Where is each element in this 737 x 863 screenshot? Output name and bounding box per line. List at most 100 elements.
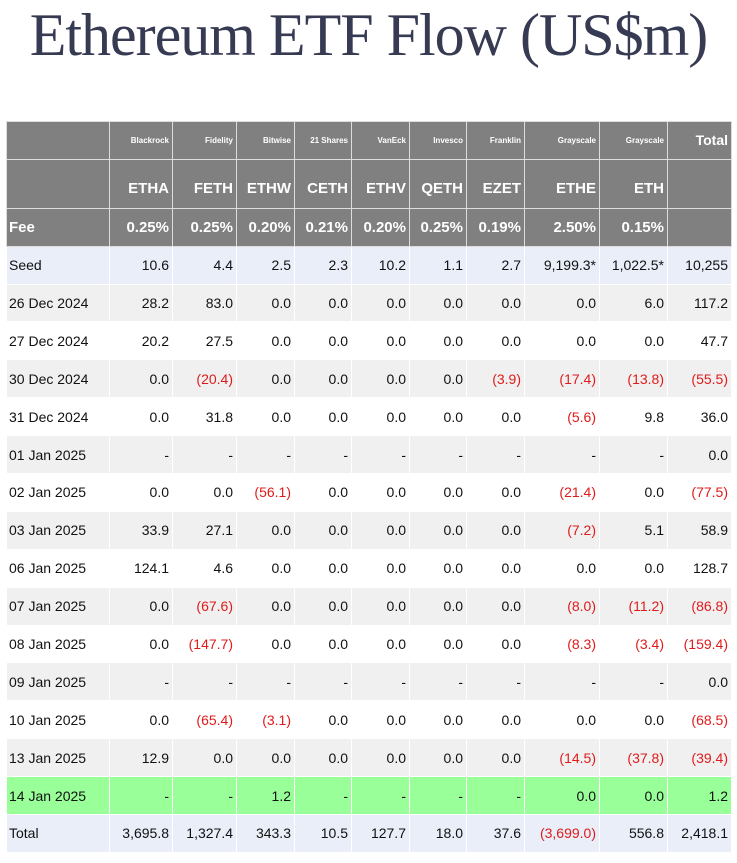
row-label: 10 Jan 2025 [6,700,110,740]
flow-cell: - [172,435,237,475]
flow-cell: - [294,435,352,475]
issuer-name: Grayscale [524,121,600,160]
flow-cell: 0.0 [599,321,668,361]
issuer-name: Franklin [466,121,525,160]
flow-cell: 33.9 [109,510,173,550]
flow-cell: 0.0 [236,738,295,778]
flow-cell: 556.8 [599,814,668,853]
flow-cell: 0.0 [599,473,668,512]
flow-cell: 0.0 [236,548,295,588]
row-label: 13 Jan 2025 [6,738,110,778]
flow-cell: (3.9) [466,359,525,399]
table-row: 27 Dec 2024 20.2 27.5 0.0 0.0 0.0 0.0 0.0 0.0 0.0… [6,321,732,361]
flow-cell: 27.1 [172,510,237,550]
flow-cell: (56.1) [236,473,295,512]
row-total: (159.4) [667,624,732,664]
table-row: 01 Jan 2025- - - - - - - - -0.0 [6,435,732,475]
flow-cell: (13.8) [599,359,668,399]
flow-cell: 0.0 [294,586,352,626]
flow-cell: (3.4) [599,624,668,664]
flow-cell: - [351,662,410,702]
row-label: 06 Jan 2025 [6,548,110,588]
flow-cell: 0.0 [294,624,352,664]
flow-cell: 10.2 [351,245,410,285]
flow-cell: 0.0 [294,700,352,740]
flow-cell: 0.0 [466,624,525,664]
flow-cell: (65.4) [172,700,237,740]
flow-cell: 5.1 [599,510,668,550]
issuer-name: Bitwise [236,121,295,160]
flow-cell: 0.0 [599,776,668,816]
flow-cell: - [466,776,525,816]
table-row: 02 Jan 2025 0.0 0.0 (56.1) 0.0 0.0 0.0 0.0 (21.4… [6,473,732,512]
row-label: 09 Jan 2025 [6,662,110,702]
flow-cell: 0.0 [409,738,467,778]
flow-cell: 0.0 [466,510,525,550]
flow-cell: - [294,776,352,816]
row-total: 2,418.1 [667,814,732,853]
flow-cell: 0.0 [236,397,295,437]
flow-cell: 6.0 [599,283,668,323]
flow-cell: - [409,435,467,475]
fee: 0.20% [236,207,295,247]
page-title: Ethereum ETF Flow (US$m) [29,2,709,68]
table-row: 08 Jan 2025 0.0 (147.7) 0.0 0.0 0.0 0.0 0.0 (8.3… [6,624,732,664]
flow-cell: 83.0 [172,283,237,323]
ticker: QETH [409,158,467,209]
flow-cell: (8.0) [524,586,600,626]
flow-cell: - [294,662,352,702]
header-cell [6,121,110,160]
flow-cell: - [524,662,600,702]
flow-cell: 0.0 [351,473,410,512]
row-total: 58.9 [667,510,732,550]
row-total: 47.7 [667,321,732,361]
row-label: 30 Dec 2024 [6,359,110,399]
flow-cell: - [351,776,410,816]
etf-flow-table: Blackrock Fidelity Bitwise 21 Shares VanEck I… [6,121,732,853]
flow-cell: 9,199.3* [524,245,600,285]
row-total: (39.4) [667,738,732,778]
issuer-name: 21 Shares [294,121,352,160]
flow-cell: (20.4) [172,359,237,399]
flow-cell: 4.6 [172,548,237,588]
flow-cell: (67.6) [172,586,237,626]
flow-cell: (17.4) [524,359,600,399]
table-footer: Total 3,695.8 1,327.4 343.3 10.5 127.7 18.0 37.… [6,814,732,853]
row-label: 27 Dec 2024 [6,321,110,361]
flow-cell: 0.0 [294,548,352,588]
fee: 2.50% [524,207,600,247]
row-label: 31 Dec 2024 [6,397,110,437]
flow-cell: 0.0 [466,586,525,626]
row-label: 01 Jan 2025 [6,435,110,475]
table-row: 14 Jan 2025- -1.2- - - -0.0 0.0 1.2 [6,776,732,816]
flow-cell: 0.0 [109,586,173,626]
flow-cell: - [466,662,525,702]
header-cell [667,207,732,247]
flow-cell: (147.7) [172,624,237,664]
flow-cell: - [109,776,173,816]
flow-cell: 0.0 [294,473,352,512]
flow-cell: 0.0 [466,397,525,437]
table-header: Blackrock Fidelity Bitwise 21 Shares VanEck I… [6,121,732,247]
flow-cell: 1,327.4 [172,814,237,853]
flow-cell: 0.0 [109,473,173,512]
flow-cell: 0.0 [466,321,525,361]
row-total: 1.2 [667,776,732,816]
flow-cell: (21.4) [524,473,600,512]
flow-cell: 37.6 [466,814,525,853]
flow-cell: 0.0 [409,510,467,550]
flow-cell: (5.6) [524,397,600,437]
flow-cell: 0.0 [409,624,467,664]
flow-cell: 0.0 [172,738,237,778]
row-label: 02 Jan 2025 [6,473,110,512]
flow-cell: 0.0 [466,700,525,740]
flow-cell: - [599,662,668,702]
row-label: Total [6,814,110,853]
flow-cell: (8.3) [524,624,600,664]
row-total: 10,255 [667,245,732,285]
flow-cell: 0.0 [109,624,173,664]
flow-cell: 10.5 [294,814,352,853]
row-label: 14 Jan 2025 [6,776,110,816]
flow-cell: 2.3 [294,245,352,285]
